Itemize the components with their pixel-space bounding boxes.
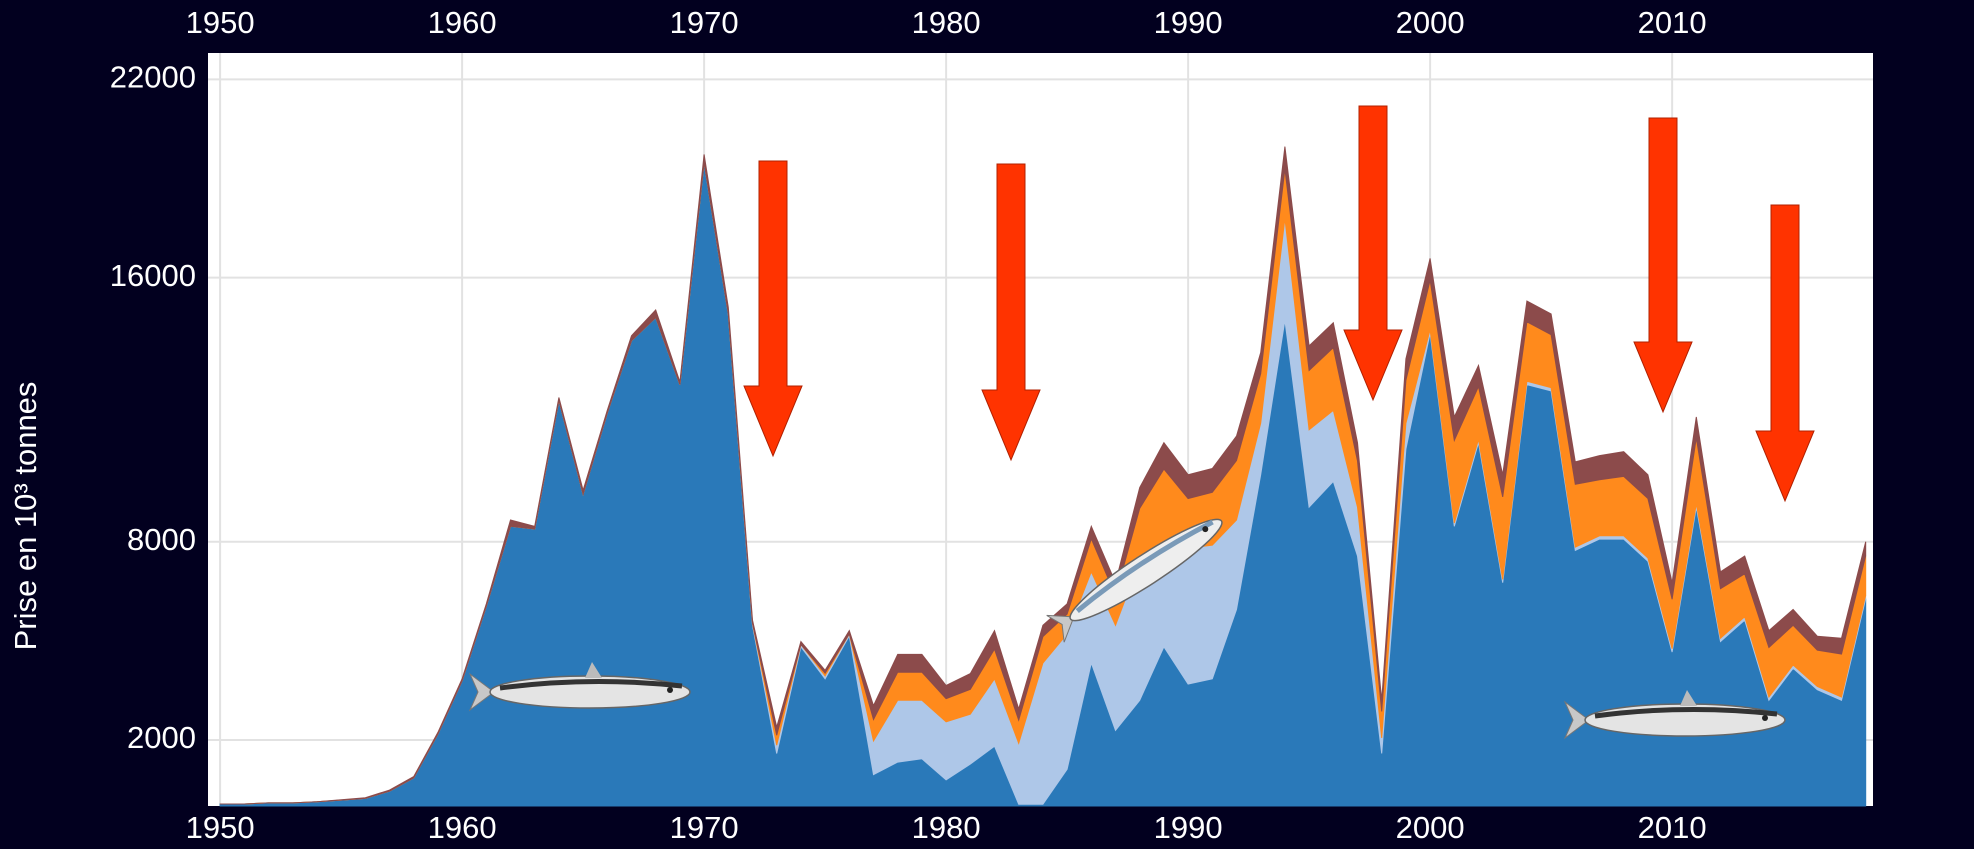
x-tick-label: 2010 — [1638, 810, 1707, 845]
x-tick-label: 1970 — [670, 810, 739, 845]
arrow — [1755, 204, 1815, 503]
fish-icon — [468, 662, 691, 712]
arrow — [1343, 105, 1403, 402]
arrow — [743, 160, 803, 458]
x-tick-label: 1980 — [912, 5, 981, 40]
y-tick-label: 16000 — [110, 258, 196, 293]
fish-icon — [1046, 518, 1223, 643]
x-tick-label: 1980 — [912, 810, 981, 845]
arrow — [1633, 117, 1693, 414]
y-tick-label: 2000 — [127, 720, 196, 755]
areas — [219, 146, 1867, 807]
x-tick-label: 1960 — [428, 810, 497, 845]
labels: 2000 8000 16000 22000 1950 1950 1960 1960 1970 19… — [110, 5, 1707, 845]
x-tick-label: 2000 — [1396, 810, 1465, 845]
x-tick-label: 1990 — [1154, 5, 1223, 40]
decorations — [468, 518, 1786, 740]
y-axis-title: Prise en 10³ tonnes — [8, 382, 43, 651]
x-tick-label: 2010 — [1638, 5, 1707, 40]
y-tick-label: 8000 — [127, 522, 196, 557]
arrow — [981, 163, 1041, 462]
arrows — [743, 105, 1815, 503]
x-tick-label: 1970 — [670, 5, 739, 40]
area — [220, 146, 1867, 805]
x-tick-label: 2000 — [1396, 5, 1465, 40]
y-tick-label: 22000 — [110, 60, 196, 95]
fish-icon — [1563, 690, 1786, 740]
x-tick-label: 1950 — [186, 810, 255, 845]
x-tick-label: 1990 — [1154, 810, 1223, 845]
x-tick-label: 1960 — [428, 5, 497, 40]
x-tick-label: 1950 — [186, 5, 255, 40]
